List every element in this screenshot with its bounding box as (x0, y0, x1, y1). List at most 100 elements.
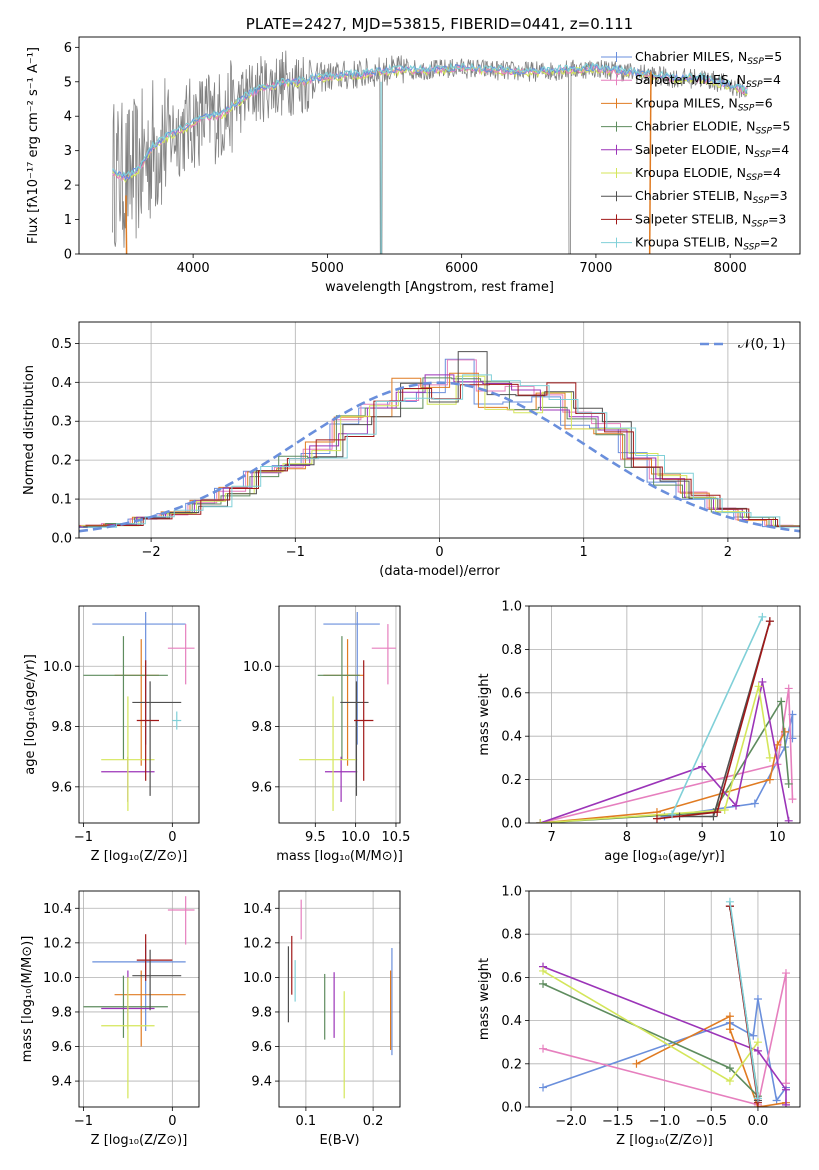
x-tick-label: 8 (623, 830, 631, 845)
y-tick-label: 0.8 (501, 643, 522, 658)
series-marker (725, 1025, 734, 1034)
series-marker (784, 779, 793, 788)
series-marker (749, 1031, 758, 1040)
error-point-chabrier_stelib (132, 949, 182, 1011)
x-axis-label: age [log₁₀(age/yr)] (604, 849, 725, 864)
series-marker (536, 819, 545, 823)
y-tick-label: 3 (64, 144, 72, 159)
legend-label-text: Chabrier MILES, N (635, 49, 747, 64)
axes-border (528, 605, 801, 824)
series-marker (698, 762, 707, 771)
series-marker (539, 1083, 548, 1092)
y-tick-label: 0.2 (501, 773, 522, 788)
x-tick-label: 10.5 (381, 830, 410, 845)
x-tick-label: −2 (142, 545, 161, 560)
x-tick-label: 5000 (311, 261, 344, 276)
y-axis-label: age [log₁₀(age/yr)] (23, 654, 38, 775)
y-axis-label: Flux [fλ10⁻¹⁷ erg cm⁻² s⁻¹ A⁻¹] (26, 47, 41, 244)
y-tick-label: 10.0 (43, 660, 72, 675)
error-point-salpeter_miles (167, 896, 195, 945)
x-tick-label: 7000 (579, 261, 612, 276)
histogram-chabrier_stelib (83, 351, 800, 528)
y-tick-label: 4 (64, 110, 72, 125)
x-tick-label: 8000 (714, 261, 747, 276)
y-tick-label: 10.2 (43, 936, 72, 951)
plot-area (299, 612, 396, 811)
legend-label-text: Kroupa STELIB, N (635, 235, 743, 250)
legend-label-tail: =4 (771, 142, 789, 157)
error-point-chabrier_elodie (83, 975, 168, 1038)
y-axis-label: mass weight (477, 958, 492, 1040)
x-tick-label: 7 (547, 830, 555, 845)
model-spectrum-kroupa_stelib (112, 61, 748, 177)
y-tick-label: 10.0 (243, 971, 272, 986)
x-axis-label: Z [log₁₀(Z/Z⊙)] (91, 1133, 188, 1148)
x-axis-label: Z [log₁₀(Z/Z⊙)] (616, 1133, 713, 1148)
series-marker (754, 682, 763, 691)
y-tick-label: 10.0 (43, 971, 72, 986)
x-tick-label: 0.1 (296, 1114, 317, 1129)
series-marker (732, 801, 741, 810)
series-marker (765, 775, 774, 784)
y-tick-label: 1.0 (501, 600, 522, 615)
y-tick-label: 9.8 (251, 720, 272, 735)
panel-age_vs_mass: 9.5 10.0 10.5 9.6 9.8 10.0 mass [log₁₀(M/M⊙)] (243, 605, 410, 864)
series-marker (781, 1085, 790, 1094)
y-tick-label: 0.4 (51, 376, 72, 391)
error-point-chabrier_elodie (317, 636, 360, 760)
x-tick-label: 1 (580, 545, 588, 560)
series-marker (720, 805, 729, 814)
panel-age_vs_z: −1 0 9.6 9.8 10.0 Z [log₁₀(Z/Z⊙)] age [log₁₀(a… (23, 605, 200, 864)
x-tick-label: −1 (74, 1114, 93, 1129)
plot-area (539, 897, 790, 1107)
axes-frame: 7 8 9 10 0.0 0.2 0.4 0.6 0.8 1.0 age [log₁₀(age/yr… (477, 600, 801, 864)
error-point-chabrier_miles (323, 612, 380, 745)
series-marker (725, 1064, 734, 1073)
series-line-chabrier_miles (542, 998, 787, 1103)
histogram-kroupa_stelib (87, 374, 800, 528)
legend-label-sub: SSP (753, 196, 770, 206)
y-tick-label: 6 (64, 41, 72, 56)
error-point-kroupa_elodie (101, 977, 155, 1099)
histogram-kroupa_elodie (81, 375, 800, 527)
y-tick-label: 9.6 (251, 780, 272, 795)
error-point-salpeter_stelib (354, 660, 374, 781)
legend-label-tail: =6 (754, 95, 772, 110)
series-marker (777, 697, 786, 706)
legend-label-tail: =3 (768, 211, 786, 226)
legend-label: Kroupa MILES, NSSP=6 (635, 95, 773, 113)
series-marker (753, 1038, 762, 1047)
y-tick-label: 0.4 (501, 1014, 522, 1029)
x-tick-label: 6000 (445, 261, 478, 276)
histogram-salpeter_elodie (79, 374, 800, 528)
model-spectrum-salpeter_miles (112, 63, 748, 182)
series-marker (753, 1094, 762, 1103)
plot-area (112, 50, 748, 254)
x-axis-label: wavelength [Angstrom, rest frame] (325, 280, 554, 295)
y-tick-label: 9.4 (51, 1075, 72, 1090)
series-line-kroupa_stelib (729, 901, 759, 1099)
axes-frame: −1 0 9.6 9.8 10.0 Z [log₁₀(Z/Z⊙)] age [log₁₀(a… (23, 605, 200, 864)
y-tick-label: 10.0 (243, 660, 272, 675)
error-point-kroupa_elodie (101, 696, 155, 811)
x-tick-label: −2.0 (555, 1114, 587, 1129)
panel-weight_vs_z: −2.0 −1.5 −1.0 −0.5 0.0 0.0 0.2 0.4 0.6 0.8 1.0 Z [… (477, 885, 801, 1148)
legend-label: Salpeter STELIB, NSSP=3 (635, 211, 786, 229)
legend-label-sub: SSP (747, 57, 764, 67)
series-marker (781, 1100, 790, 1107)
error-point-chabrier_elodie (83, 636, 168, 760)
y-tick-label: 0.8 (501, 928, 522, 943)
y-tick-label: 0.5 (51, 337, 72, 352)
series-marker (753, 1046, 762, 1055)
legend-label: Salpeter MILES, NSSP=4 (635, 72, 781, 90)
legend-label: Salpeter ELODIE, NSSP=4 (635, 142, 789, 160)
error-point-chabrier_stelib (132, 681, 182, 796)
plot-area (79, 351, 800, 533)
legend-label-sub: SSP (738, 103, 755, 113)
series-marker (652, 814, 661, 823)
x-axis-label: (data-model)/error (379, 564, 500, 579)
y-tick-label: 10.2 (243, 936, 272, 951)
legend-label-text: Chabrier STELIB, N (635, 188, 753, 203)
x-axis-label: mass [log₁₀(M/M⊙)] (276, 849, 403, 864)
